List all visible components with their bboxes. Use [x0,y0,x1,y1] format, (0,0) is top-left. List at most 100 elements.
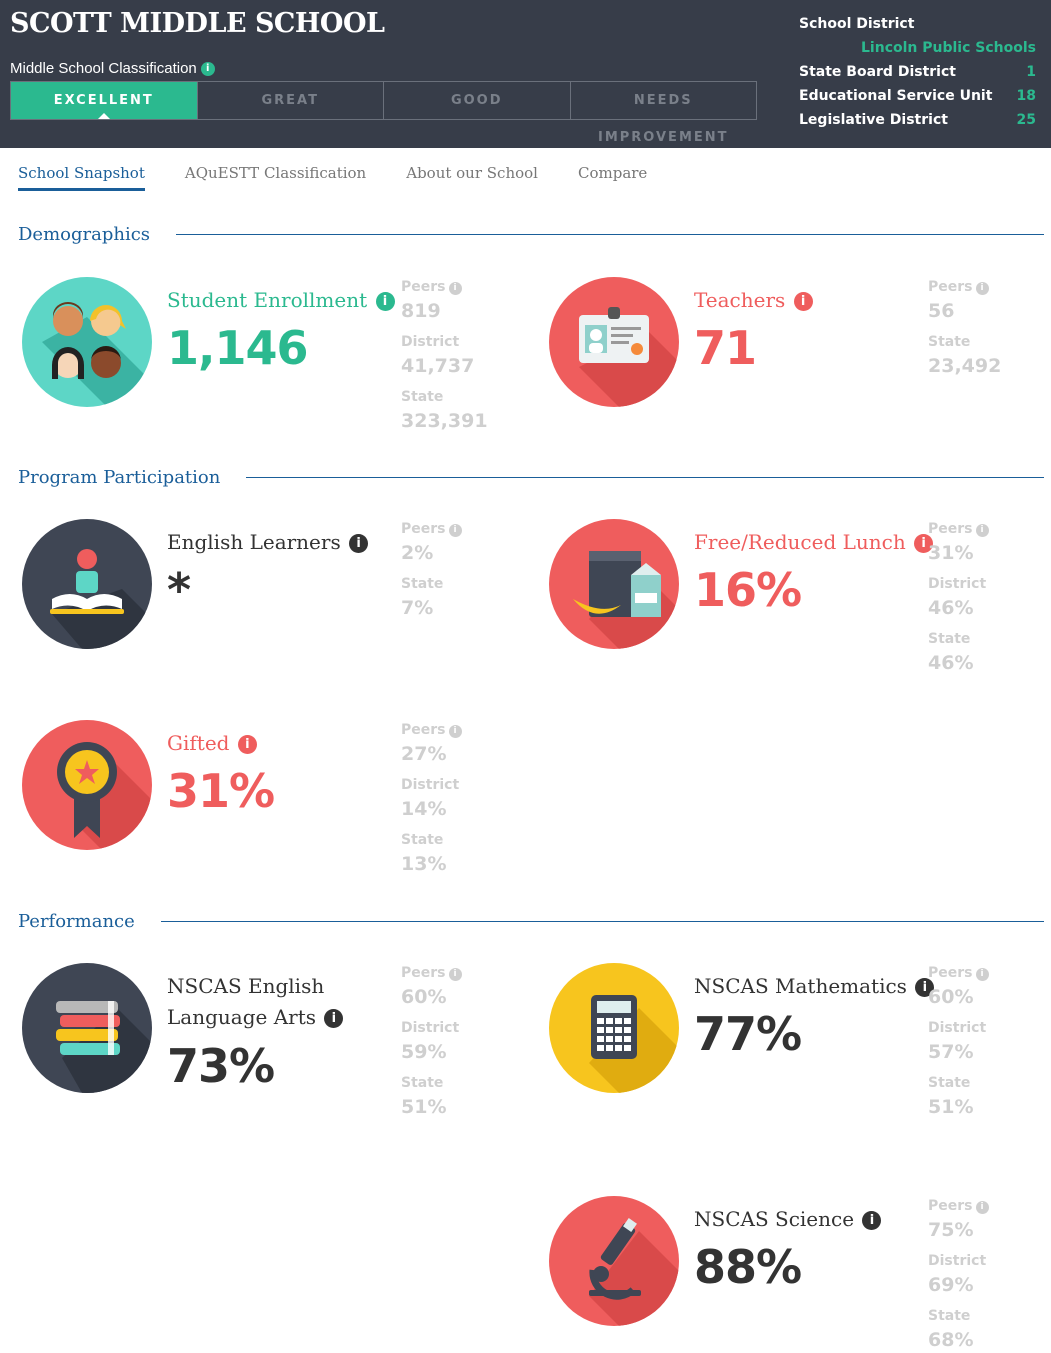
detail-row: Educational Service Unit 18 [799,84,1036,108]
comparison-key: Peers i [401,720,462,741]
info-icon[interactable]: i [975,968,989,981]
card-nscas-science: NSCAS Science i 88% Peers i 75% District … [545,1196,1045,1353]
comparison-key: Peers i [928,519,989,540]
card-nscas-mathematics: NSCAS Mathematics i 77% Peers i 60% Distr… [545,963,1045,1123]
stat-label: NSCAS Mathematics i [694,971,935,1002]
info-icon[interactable]: i [448,968,462,981]
stat-label-line1: NSCAS English [167,974,325,998]
info-icon[interactable]: i [975,282,989,295]
info-icon[interactable]: i [375,292,395,311]
comparison-list: Peers i 56 State 23,492 [928,277,1001,387]
comparison-key: State [928,334,971,350]
stat-value: 1,146 [167,321,309,375]
info-icon[interactable]: i [915,978,935,997]
comparison-list: Peers i 2% State 7% [401,519,462,629]
comparison-key: Peers i [401,519,462,540]
stat-label: NSCAS Science i [694,1204,882,1235]
detail-value: 18 [1016,88,1036,104]
comparison-key: Peers i [401,963,462,984]
stat-label-text: NSCAS Science [694,1207,855,1231]
tab-about-our-school[interactable]: About our School [406,164,538,182]
classification-info-icon[interactable]: i [200,62,215,77]
info-icon[interactable]: i [975,524,989,537]
comparison-list: Peers i 75% District 69% State 68% [928,1196,989,1351]
microscope-icon [549,1196,679,1326]
comparison-value: 57% [928,1041,974,1063]
comparison-value: 7% [401,597,434,619]
comparison-key: District [928,1253,987,1269]
info-icon[interactable]: i [349,534,369,553]
detail-label: State Board District [799,64,956,80]
comparison-key: State [928,1075,971,1091]
comparison-key: State [401,1075,444,1091]
rating-needs-improvement[interactable]: NEEDS IMPROVEMENT [597,93,729,145]
tab-school-snapshot[interactable]: School Snapshot [18,164,145,191]
comparison-key: Peers i [401,277,488,298]
comparison-value: 56 [928,300,955,322]
students-icon [22,277,152,407]
comparison-key: Peers i [928,1196,989,1217]
info-icon[interactable]: i [862,1211,882,1230]
stat-label-text: English Learners [167,530,341,554]
info-icon[interactable]: i [324,1009,344,1028]
district-value[interactable]: Lincoln Public Schools [861,40,1036,56]
stat-label-line2: Language Arts [167,1005,316,1029]
comparison-value: 14% [401,798,447,820]
comparison-value: 60% [928,986,974,1008]
comparison-key: State [928,631,971,647]
tab-compare[interactable]: Compare [577,164,648,182]
info-icon[interactable]: i [448,282,462,295]
section-divider [176,233,1044,235]
section-divider [246,476,1044,478]
stat-label-text: Teachers [694,288,786,312]
info-icon[interactable]: i [793,292,813,311]
section-performance: Performance [18,908,1044,934]
stat-label-text: NSCAS Mathematics [694,974,907,998]
info-icon[interactable]: i [975,1201,989,1214]
comparison-key: State [401,576,444,592]
stat-label-text: Free/Reduced Lunch [694,530,906,554]
card-student-enrollment: Student Enrollment i 1,146 Peers i 819 Di… [18,277,518,437]
comparison-value: 75% [928,1219,974,1241]
section-title: Demographics [18,223,151,245]
comparison-key: State [401,832,444,848]
classification-label: Middle School Classification i [10,60,215,77]
comparison-key-text: Peers [401,965,446,981]
info-icon[interactable]: i [448,524,462,537]
comparison-value: 68% [928,1329,974,1351]
stat-value: 16% [694,563,802,617]
section-demographics: Demographics [18,221,1044,247]
info-icon[interactable]: i [448,725,462,738]
comparison-value: 31% [928,542,974,564]
rating-good[interactable]: GOOD [384,82,571,119]
rating-great[interactable]: GREAT [198,82,384,119]
comparison-value: 60% [401,986,447,1008]
info-icon[interactable]: i [914,534,934,553]
stat-label: NSCAS English Language Arts i [167,971,344,1033]
detail-label: Educational Service Unit [799,88,993,104]
stat-value: 77% [694,1007,802,1061]
stat-label-text: Student Enrollment [167,288,368,312]
comparison-key: State [928,1308,971,1324]
rating-bar: EXCELLENT GREAT GOOD NEEDS IMPROVEMENT [10,81,757,145]
tab-aquestt-classification[interactable]: AQuESTT Classification [184,164,367,182]
section-program-participation: Program Participation [18,464,1044,490]
comparison-value: 23,492 [928,355,1002,377]
comparison-value: 51% [401,1096,447,1118]
section-title: Performance [18,910,135,932]
card-english-learners: English Learners i * Peers i 2% State 7% [18,519,518,679]
comparison-key-text: Peers [401,521,446,537]
comparison-list: Peers i 60% District 57% State 51% [928,963,989,1128]
comparison-key: Peers i [928,277,1001,298]
school-name: SCOTT MIDDLE SCHOOL [10,8,385,39]
calculator-icon [549,963,679,1093]
card-free-reduced-lunch: Free/Reduced Lunch i 16% Peers i 31% Dist… [545,519,1045,679]
comparison-value: 46% [928,597,974,619]
comparison-key: District [928,576,987,592]
reading-book-icon [22,519,152,649]
award-ribbon-icon [22,720,152,850]
comparison-key-text: Peers [928,521,973,537]
info-icon[interactable]: i [237,735,257,754]
rating-excellent[interactable]: EXCELLENT [11,82,198,119]
stat-label: Gifted i [167,728,257,759]
